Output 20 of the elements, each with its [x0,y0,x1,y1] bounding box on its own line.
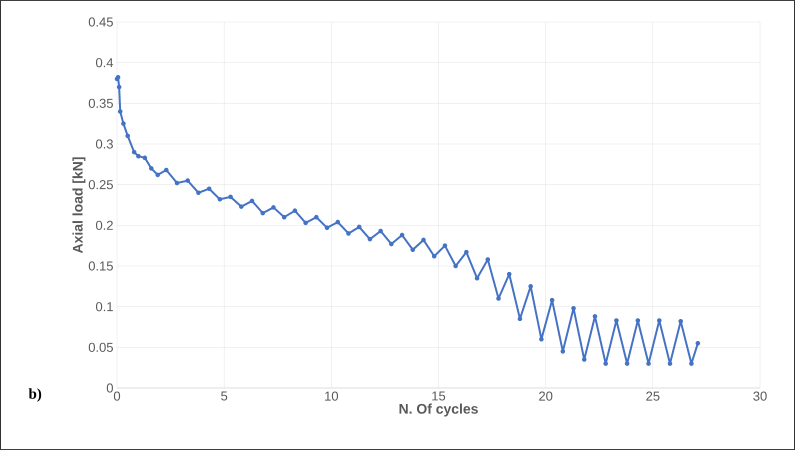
y-tick-label: 0.4 [96,58,114,68]
x-tick-label: 10 [325,392,338,401]
x-tick-label: 5 [221,392,228,401]
y-tick-label: 0.25 [88,180,113,190]
x-tick-label: 20 [539,392,552,401]
y-tick-label: 0.3 [96,139,113,149]
x-tick-label: 25 [646,392,660,401]
y-tick-label: 0.2 [96,220,113,230]
text: b) [28,388,42,402]
y-tick-label: 0.45 [88,17,113,27]
y-tick-label: 0 [106,383,113,393]
y-tick-label: 0.35 [88,98,113,108]
x-tick-label: 30 [753,392,767,401]
y-tick-label: 0.1 [96,302,113,312]
y-tick-label: 0.05 [88,342,113,352]
x-tick-label: 15 [432,392,446,401]
y-axis-title: Axial load [kN] [72,157,86,254]
x-axis-title: N. Of cycles [400,404,478,417]
y-tick-label: 0.15 [88,261,113,271]
x-tick-label: 0 [114,392,120,401]
